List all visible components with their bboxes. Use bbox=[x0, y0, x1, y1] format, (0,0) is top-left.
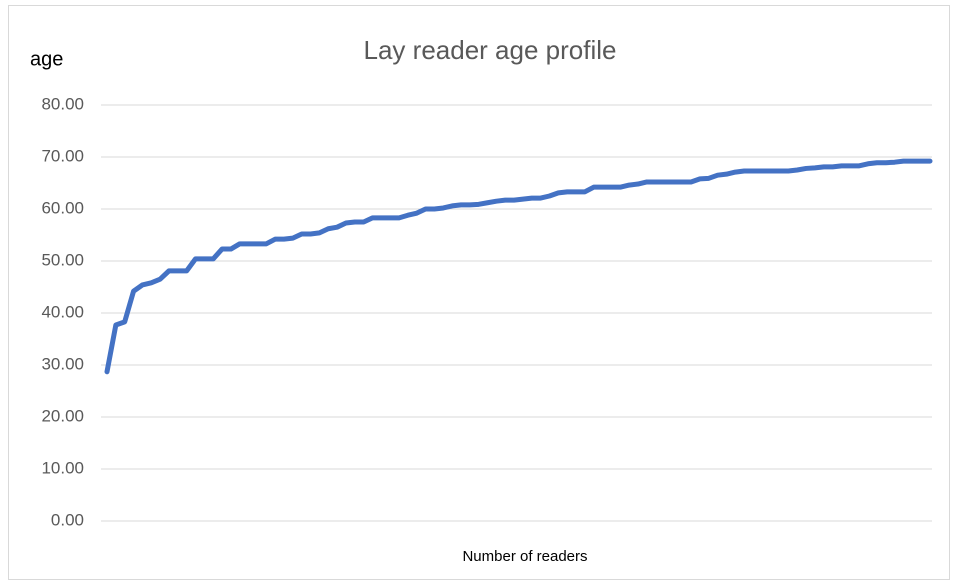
y-tick-label: 80.00 bbox=[41, 94, 84, 113]
y-tick-label: 70.00 bbox=[41, 146, 84, 165]
y-tick-label: 40.00 bbox=[41, 302, 84, 321]
y-tick-label: 60.00 bbox=[41, 198, 84, 217]
x-axis-label: Number of readers bbox=[462, 548, 587, 565]
y-tick-label: 30.00 bbox=[41, 354, 84, 373]
y-tick-label: 0.00 bbox=[51, 510, 84, 529]
chart-title: Lay reader age profile bbox=[364, 35, 617, 65]
y-tick-label: 50.00 bbox=[41, 250, 84, 269]
y-axis-label: age bbox=[30, 48, 63, 70]
y-tick-label: 20.00 bbox=[41, 406, 84, 425]
y-tick-label: 10.00 bbox=[41, 458, 84, 477]
chart-frame bbox=[8, 5, 950, 580]
data-line bbox=[104, 158, 933, 375]
